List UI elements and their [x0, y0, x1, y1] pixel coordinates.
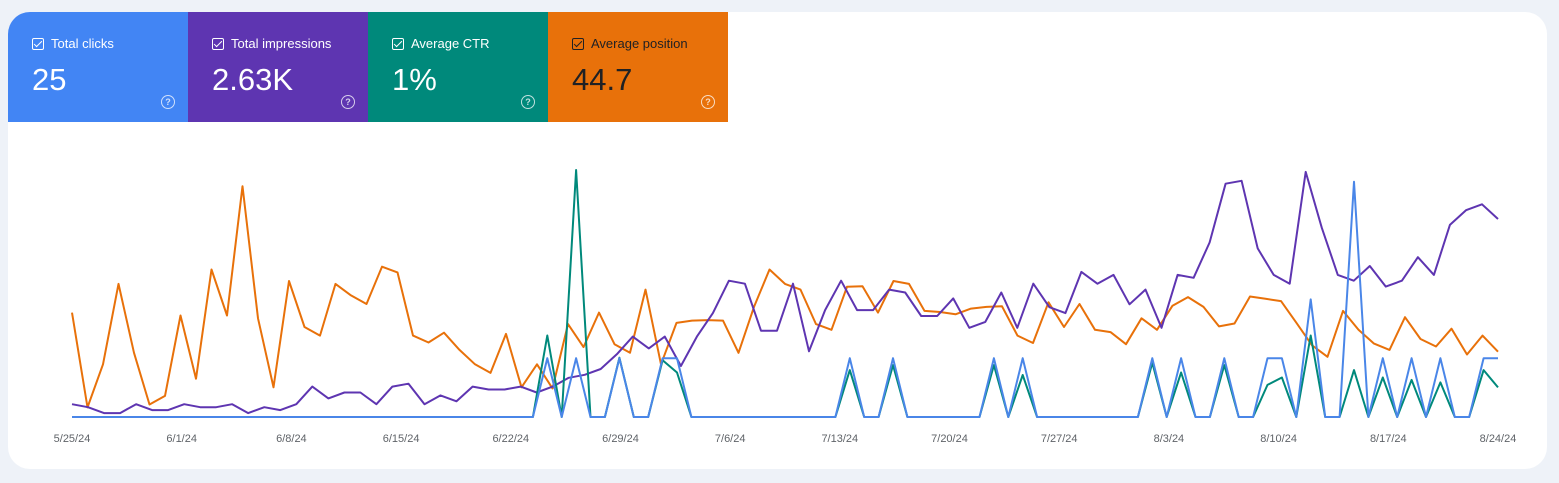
tile-value: 1%: [392, 62, 437, 97]
tile-label: Total impressions: [231, 36, 332, 51]
tile-value: 44.7: [572, 62, 633, 97]
x-tick-label: 6/29/24: [602, 433, 639, 445]
x-tick-label: 8/10/24: [1260, 433, 1297, 445]
tile-header: Average position: [572, 36, 688, 51]
x-tick-label: 7/27/24: [1041, 433, 1078, 445]
checkbox-checked-icon[interactable]: [572, 37, 584, 50]
tile-label: Average CTR: [411, 36, 490, 51]
tile-value: 25: [32, 62, 67, 97]
x-tick-label: 8/17/24: [1370, 433, 1407, 445]
tile-average-ctr[interactable]: Average CTR 1% ?: [368, 12, 548, 122]
performance-chart: 5/25/24 6/1/24 6/8/24 6/15/24 6/22/24 6/29/24…: [54, 169, 1517, 445]
tile-header: Total impressions: [212, 36, 331, 51]
series-line-total-clicks: [72, 180, 1498, 418]
x-tick-label: 7/6/24: [715, 433, 746, 445]
help-circle-icon[interactable]: ?: [521, 95, 535, 109]
tile-total-clicks[interactable]: Total clicks 25 ?: [8, 12, 188, 122]
help-circle-icon[interactable]: ?: [341, 95, 355, 109]
x-tick-label: 5/25/24: [54, 433, 91, 445]
checkbox-checked-icon[interactable]: [32, 37, 44, 50]
x-tick-label: 6/8/24: [276, 433, 307, 445]
tile-header: Total clicks: [32, 36, 114, 51]
x-tick-label: 7/13/24: [821, 433, 858, 445]
checkbox-checked-icon[interactable]: [212, 37, 224, 50]
tile-header: Average CTR: [392, 36, 490, 51]
tile-average-position[interactable]: Average position 44.7 ?: [548, 12, 728, 122]
tile-label: Total clicks: [51, 36, 114, 51]
x-tick-label: 6/15/24: [383, 433, 420, 445]
series-line-total-impressions: [71, 170, 1499, 415]
x-tick-label: 6/1/24: [166, 433, 197, 445]
help-circle-icon[interactable]: ?: [161, 95, 175, 109]
tile-label: Average position: [591, 36, 688, 51]
performance-card: 5/25/24 6/1/24 6/8/24 6/15/24 6/22/24 6/29/24…: [8, 12, 1547, 469]
series-line-average-ctr: [72, 169, 1499, 418]
x-tick-label: 7/20/24: [931, 433, 968, 445]
metric-tiles: Total clicks 25 ? Total impressions 2.63…: [8, 12, 728, 122]
x-tick-label: 8/24/24: [1480, 433, 1517, 445]
series-line-average-position: [71, 185, 1499, 409]
x-tick-label: 6/22/24: [492, 433, 529, 445]
x-tick-label: 8/3/24: [1154, 433, 1185, 445]
tile-value: 2.63K: [212, 62, 294, 97]
help-circle-icon[interactable]: ?: [701, 95, 715, 109]
tile-total-impressions[interactable]: Total impressions 2.63K ?: [188, 12, 368, 122]
checkbox-checked-icon[interactable]: [392, 37, 404, 50]
